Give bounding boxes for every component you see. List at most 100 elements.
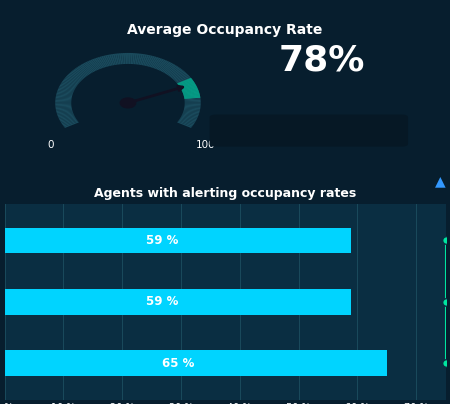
- Polygon shape: [129, 53, 131, 64]
- Polygon shape: [56, 109, 72, 112]
- Polygon shape: [58, 114, 74, 118]
- Polygon shape: [77, 66, 90, 75]
- Polygon shape: [182, 88, 198, 91]
- Polygon shape: [178, 120, 193, 127]
- Polygon shape: [184, 94, 200, 97]
- Polygon shape: [55, 106, 72, 108]
- Polygon shape: [173, 72, 187, 80]
- Polygon shape: [183, 91, 199, 94]
- Polygon shape: [183, 91, 199, 95]
- Polygon shape: [117, 53, 121, 64]
- Polygon shape: [76, 67, 88, 76]
- Polygon shape: [184, 93, 199, 96]
- Polygon shape: [66, 76, 80, 83]
- Polygon shape: [183, 112, 198, 116]
- Polygon shape: [181, 86, 197, 90]
- Polygon shape: [169, 68, 182, 77]
- Polygon shape: [107, 55, 113, 65]
- Polygon shape: [55, 100, 72, 101]
- Polygon shape: [56, 94, 72, 97]
- Polygon shape: [69, 72, 83, 80]
- Bar: [4, 289, 351, 315]
- Polygon shape: [180, 118, 195, 123]
- Polygon shape: [166, 66, 179, 75]
- Polygon shape: [140, 54, 145, 65]
- Polygon shape: [146, 55, 153, 66]
- Polygon shape: [178, 80, 193, 85]
- Polygon shape: [74, 68, 87, 77]
- Polygon shape: [180, 116, 196, 122]
- Polygon shape: [184, 110, 199, 114]
- Polygon shape: [63, 80, 78, 86]
- Polygon shape: [170, 69, 183, 78]
- Text: ▲: ▲: [435, 174, 446, 188]
- Polygon shape: [163, 63, 174, 73]
- Polygon shape: [158, 60, 168, 70]
- Polygon shape: [150, 57, 159, 67]
- Polygon shape: [90, 59, 100, 69]
- Polygon shape: [175, 75, 189, 82]
- Polygon shape: [179, 80, 193, 86]
- Polygon shape: [55, 97, 72, 99]
- Polygon shape: [176, 77, 191, 84]
- Polygon shape: [167, 67, 180, 76]
- Polygon shape: [184, 93, 199, 95]
- Polygon shape: [182, 114, 198, 119]
- Polygon shape: [149, 57, 157, 67]
- Polygon shape: [55, 105, 72, 107]
- Polygon shape: [180, 118, 195, 124]
- Polygon shape: [182, 89, 198, 92]
- Polygon shape: [183, 91, 199, 94]
- Polygon shape: [148, 56, 155, 67]
- Text: 59 %: 59 %: [146, 234, 178, 247]
- Polygon shape: [60, 116, 75, 122]
- Polygon shape: [179, 120, 194, 126]
- Polygon shape: [180, 83, 195, 88]
- Polygon shape: [184, 108, 200, 111]
- Polygon shape: [180, 84, 196, 89]
- Polygon shape: [56, 95, 72, 98]
- Polygon shape: [88, 60, 99, 70]
- Polygon shape: [177, 78, 191, 84]
- Polygon shape: [183, 92, 199, 95]
- Polygon shape: [178, 79, 193, 85]
- Polygon shape: [179, 81, 194, 86]
- Polygon shape: [184, 94, 200, 97]
- Polygon shape: [162, 63, 173, 72]
- Polygon shape: [184, 101, 201, 103]
- Polygon shape: [55, 102, 71, 104]
- Polygon shape: [184, 100, 201, 101]
- Polygon shape: [135, 53, 139, 64]
- Polygon shape: [56, 107, 72, 109]
- Polygon shape: [60, 118, 76, 123]
- Polygon shape: [134, 53, 137, 64]
- Polygon shape: [177, 122, 192, 128]
- Polygon shape: [123, 53, 126, 64]
- Polygon shape: [97, 57, 105, 67]
- Polygon shape: [68, 74, 82, 81]
- Polygon shape: [111, 54, 116, 65]
- Text: 100: 100: [195, 141, 215, 150]
- Polygon shape: [178, 79, 192, 84]
- Ellipse shape: [120, 98, 136, 108]
- Polygon shape: [109, 55, 115, 65]
- Polygon shape: [160, 62, 171, 72]
- Polygon shape: [183, 111, 199, 115]
- Polygon shape: [182, 88, 198, 92]
- Polygon shape: [65, 77, 80, 84]
- Polygon shape: [56, 108, 72, 111]
- Polygon shape: [56, 93, 72, 96]
- Polygon shape: [99, 57, 107, 67]
- Polygon shape: [180, 83, 195, 88]
- Polygon shape: [125, 53, 127, 64]
- Polygon shape: [94, 58, 103, 69]
- Polygon shape: [181, 86, 197, 90]
- Polygon shape: [155, 59, 164, 69]
- Polygon shape: [119, 53, 122, 64]
- Polygon shape: [55, 103, 71, 105]
- Polygon shape: [70, 71, 84, 79]
- Polygon shape: [58, 88, 74, 93]
- Polygon shape: [59, 116, 75, 120]
- Polygon shape: [164, 64, 176, 74]
- Polygon shape: [179, 81, 194, 86]
